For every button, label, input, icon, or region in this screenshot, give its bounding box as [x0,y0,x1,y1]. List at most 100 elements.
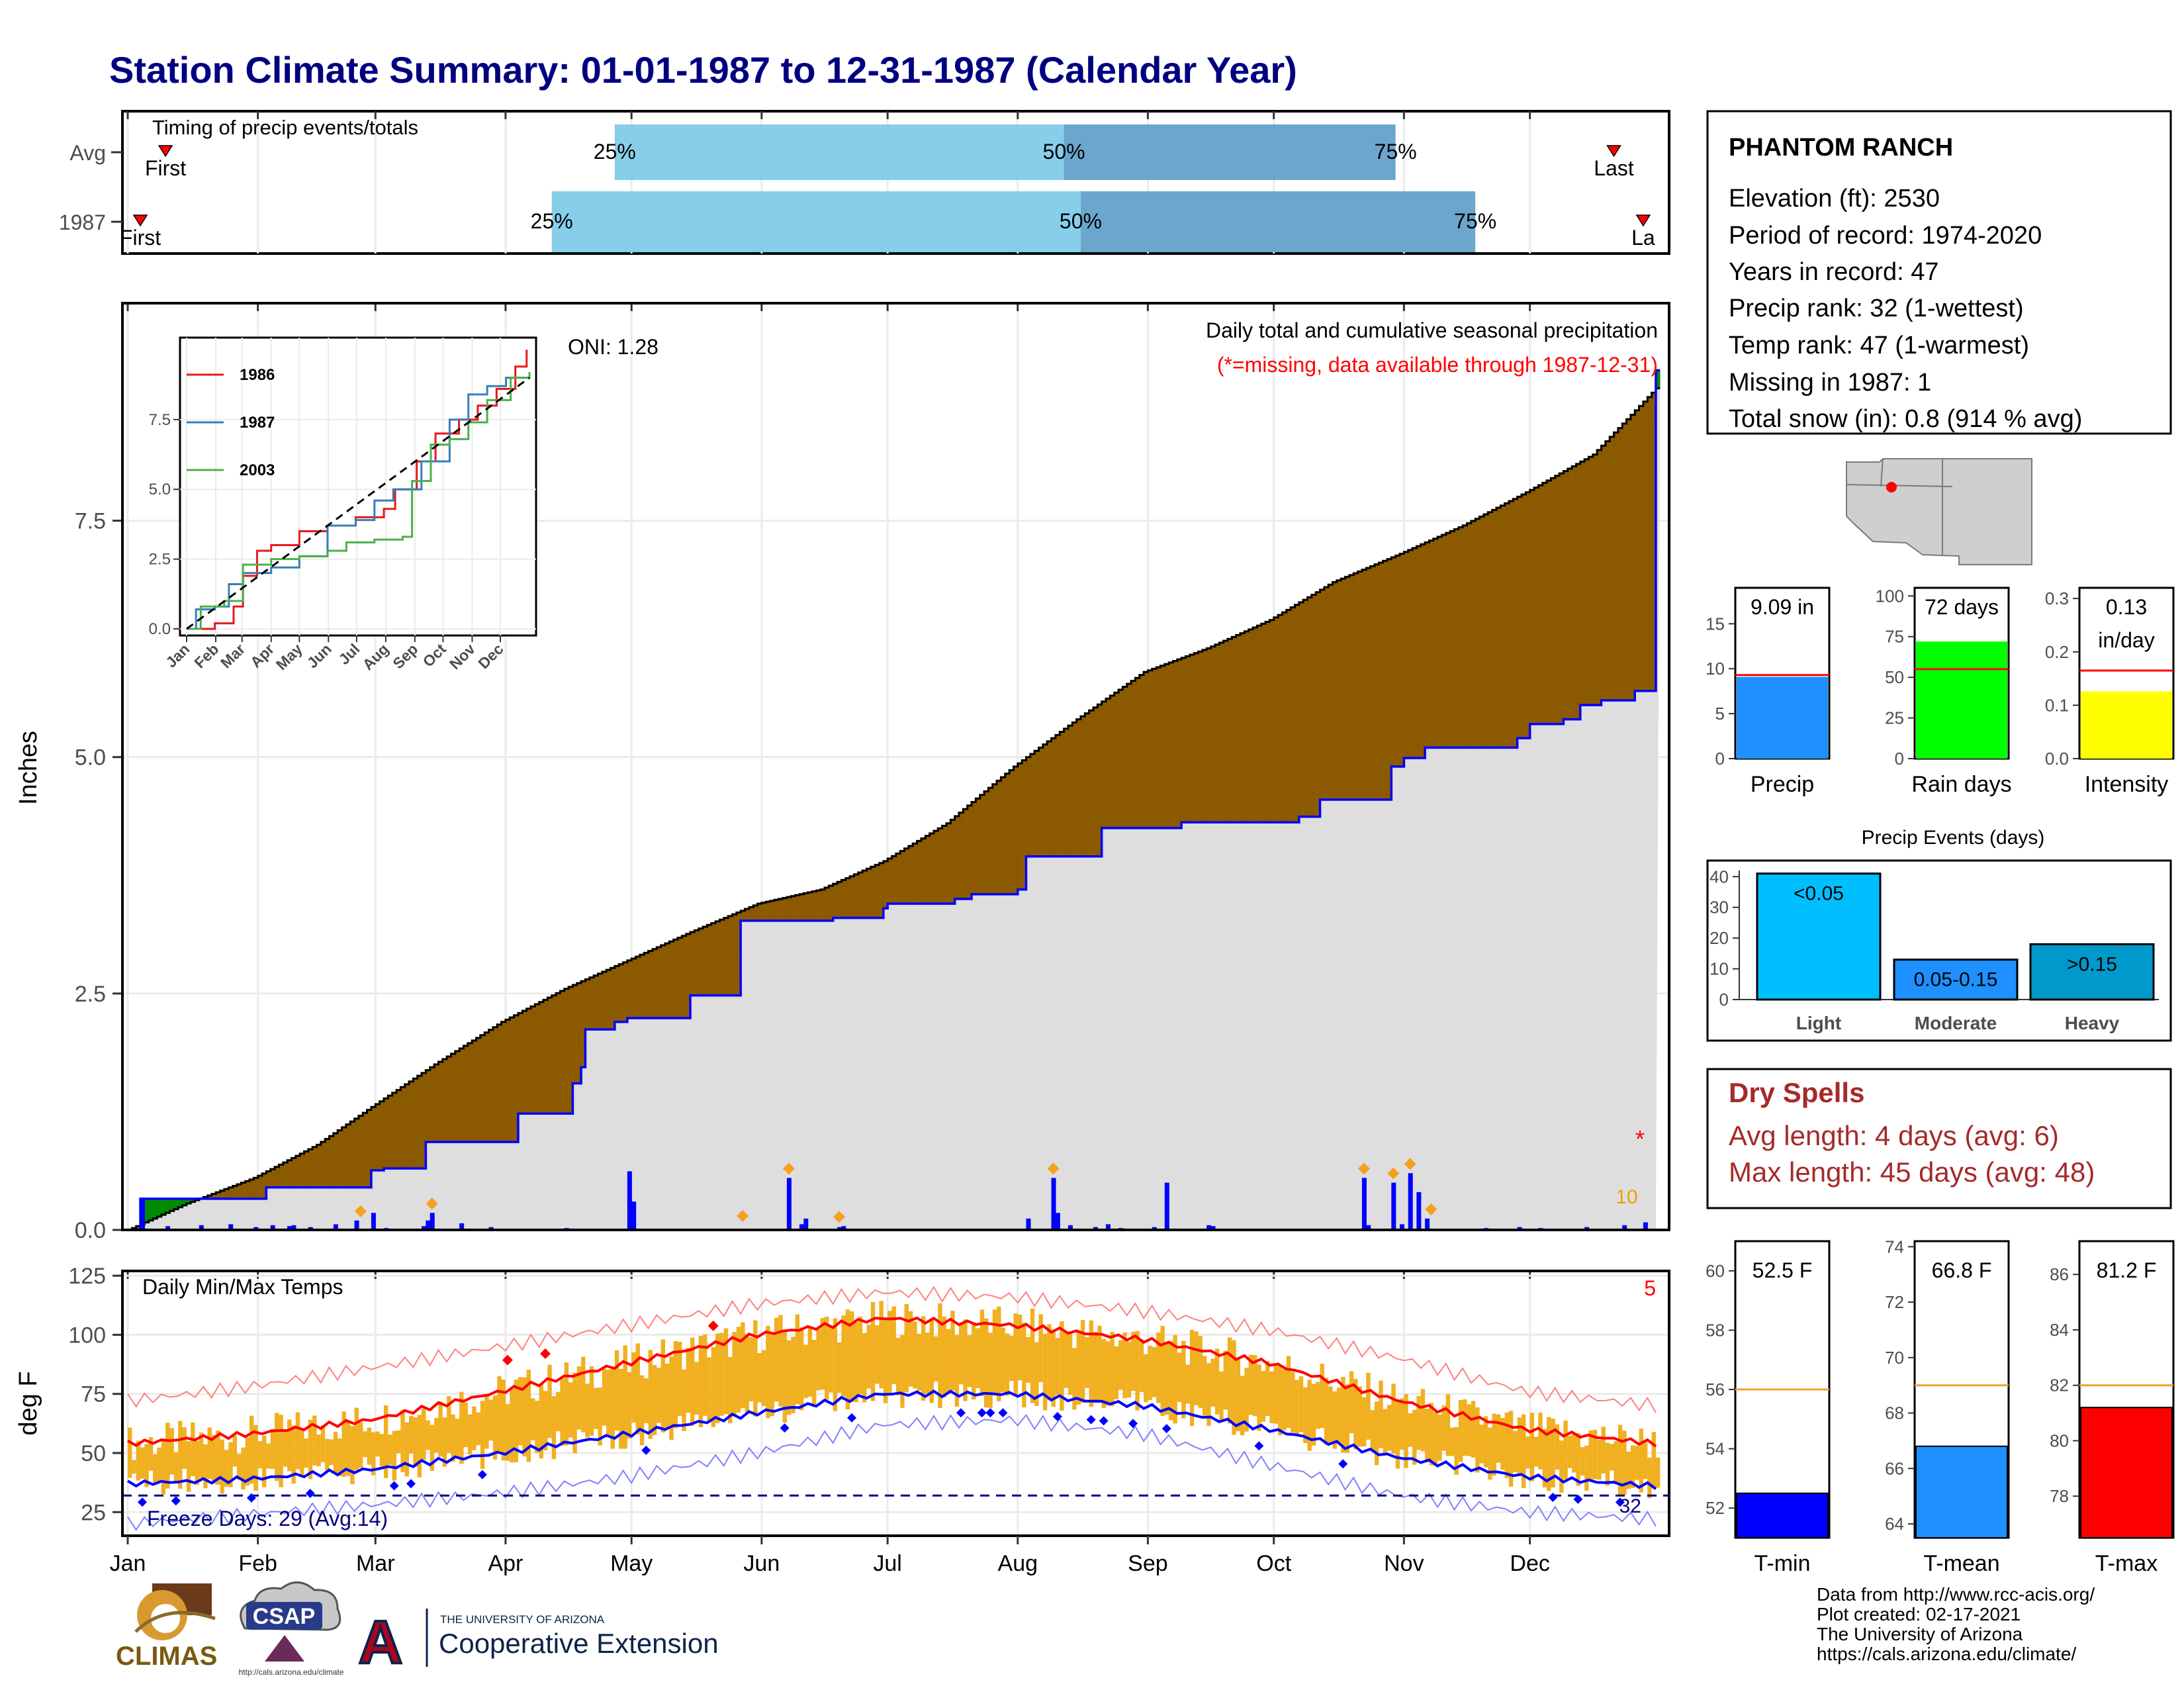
deficit-segment [1253,628,1257,823]
daily-precip-bar [841,1226,846,1230]
daily-temp-bar [375,1431,380,1457]
daily-temp-bar [602,1368,607,1426]
daily-temp-bar [438,1401,443,1457]
temp-summary-value: 66.8 F [1932,1258,1992,1282]
daily-precip-bar [1051,1178,1056,1230]
daily-temp-bar [824,1317,829,1400]
deficit-segment [1496,508,1501,748]
timing-first-label: First [145,156,186,180]
record-low-diamond [847,1413,857,1423]
daily-temp-bar [569,1382,573,1438]
summary-bar-intensity [2081,691,2172,759]
record-max-line [127,1286,1657,1413]
daily-temp-bar [287,1419,292,1472]
deficit-segment [614,966,619,1022]
surplus-segment [148,1198,154,1221]
daily-temp-bar [1404,1393,1408,1468]
daily-temp-bar [442,1417,447,1467]
daily-temp-bar [807,1327,813,1397]
deficit-segment [1626,419,1631,700]
daily-temp-bar [736,1327,741,1413]
daily-temp-bar [220,1439,224,1494]
daily-temp-bar [1647,1457,1652,1499]
daily-temp-bar [316,1434,321,1467]
record-low-diamond [1161,1424,1171,1434]
daily-temp-bar [275,1413,279,1481]
timing-row-label: Avg [69,141,106,165]
record-low-diamond [305,1488,315,1498]
daily-temp-bar [1202,1356,1207,1416]
daily-temp-bar [1441,1405,1446,1451]
daily-temp-bar [463,1402,468,1448]
month-tick-label: Apr [488,1551,523,1576]
deficit-segment [1349,575,1354,800]
daily-temp-bar [1169,1340,1173,1421]
big-event-diamond [737,1209,749,1222]
daily-temp-bar [539,1383,544,1459]
temp-summary-ytick-label: 68 [1885,1403,1904,1423]
temperature-bars: 52.5 F T-min 52 54 56 58 60 66.8 F T-mean 64 66 68 7… [1706,1237,2175,1576]
daily-temp-bar [598,1387,602,1446]
deficit-segment [1269,620,1274,823]
month-tick-label: Feb [238,1551,277,1576]
deficit-segment [236,1184,242,1199]
record-low-diamond [956,1408,966,1418]
daily-temp-bar [1617,1425,1623,1495]
timing-label-75: 75% [1375,140,1417,164]
daily-precip-bar [1391,1182,1396,1230]
record-low-diamond [1573,1494,1583,1504]
deficit-segment [354,1118,359,1188]
inset-ytick-label: 2.5 [149,551,171,569]
deficit-segment [1089,710,1094,857]
deficit-segment [1357,571,1363,800]
daily-temp-bar [363,1431,367,1458]
daily-temp-bar [1152,1346,1157,1397]
daily-temp-bar [954,1335,960,1407]
daily-temp-bar [820,1318,825,1390]
deficit-segment [984,791,989,894]
deficit-segment [367,1109,372,1188]
deficit-segment [333,1133,338,1188]
daily-temp-bar [304,1438,308,1468]
deficit-segment [287,1160,292,1188]
events-ytick-label: 0 [1719,990,1729,1009]
daily-temp-bar [778,1315,783,1407]
station-years: Years in record: 47 [1729,258,1939,286]
temp-summary-ytick-label: 74 [1885,1237,1904,1256]
big-event-diamond [1404,1158,1416,1170]
deficit-segment [795,895,800,921]
csap-logo-text: CSAP [253,1604,315,1629]
deficit-segment [1244,631,1249,823]
daily-temp-bar [1483,1416,1488,1468]
daily-temp-bar [1370,1410,1375,1452]
oni-label: ONI: 1.28 [568,335,659,359]
daily-temp-bar [501,1380,506,1461]
deficit-segment [1387,559,1392,800]
daily-temp-bar [1316,1382,1320,1429]
record-high-diamond [502,1354,513,1366]
daily-temp-bar [1227,1337,1232,1424]
daily-temp-bar [984,1318,989,1408]
deficit-segment [866,868,872,918]
footer-line-2: Plot created: 02-17-2021 [1817,1604,2021,1624]
daily-temp-bar [875,1325,880,1384]
daily-temp-bar [887,1311,892,1395]
daily-temp-bar [1517,1417,1522,1476]
summary-ytick-label: 5 [1715,704,1725,724]
deficit-segment [526,1008,531,1114]
daily-temp-bar [350,1426,355,1485]
daily-temp-bar [396,1430,401,1454]
deficit-segment [472,1040,477,1143]
daily-temp-bar [703,1334,707,1416]
daily-temp-bar [383,1405,388,1478]
daily-temp-bar [1630,1445,1635,1488]
deficit-segment [623,962,628,1022]
daily-temp-bar [484,1395,489,1449]
daily-temp-bar [341,1411,346,1477]
daily-temp-bar [908,1311,913,1387]
deficit-segment [535,1004,539,1114]
surplus-segment [161,1198,166,1215]
daily-temp-bar [422,1408,426,1460]
daily-temp-bar [367,1427,371,1465]
month-tick-label: Jul [873,1551,901,1576]
